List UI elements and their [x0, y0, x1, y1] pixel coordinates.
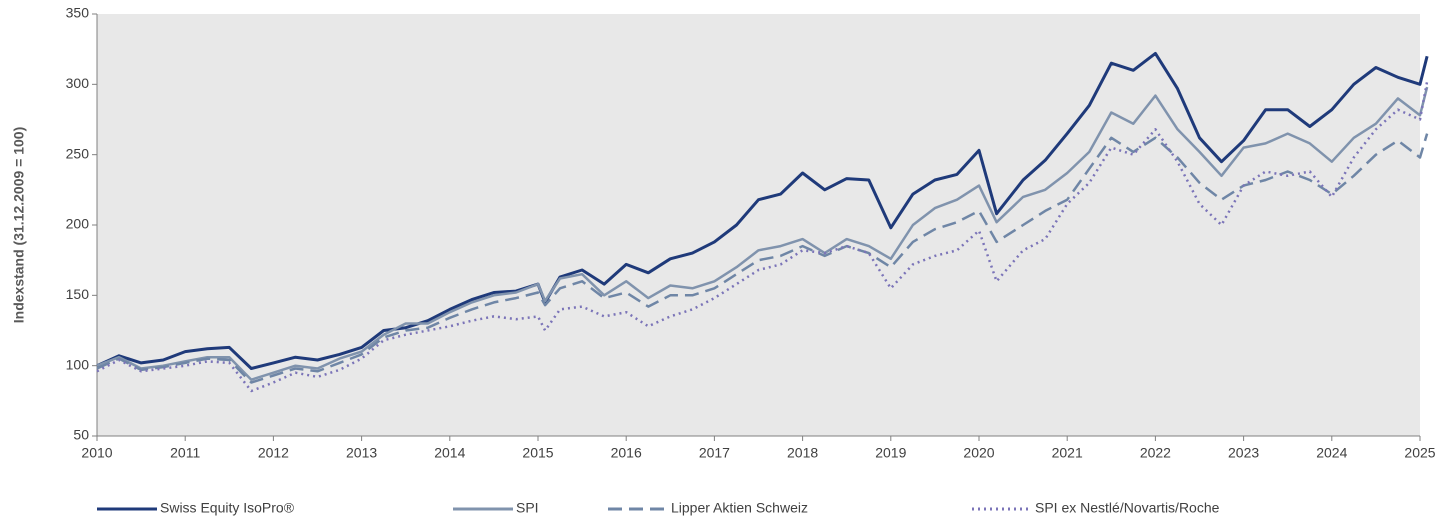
y-tick-label: 150	[66, 286, 90, 302]
x-tick-label: 2014	[434, 445, 465, 461]
legend-label: SPI	[516, 500, 539, 516]
y-tick-label: 50	[73, 427, 89, 443]
series-line	[96, 51, 1429, 370]
series-line	[96, 133, 1429, 384]
x-tick-label: 2015	[522, 445, 553, 461]
x-tick-label: 2020	[963, 445, 994, 461]
x-tick-label: 2019	[875, 445, 906, 461]
y-axis-label: Indexstand (31.12.2009 = 100)	[11, 127, 27, 324]
x-tick-label: 2016	[611, 445, 642, 461]
x-tick-label: 2011	[170, 445, 200, 461]
x-tick-label: 2021	[1052, 445, 1083, 461]
x-tick-label: 2023	[1228, 445, 1259, 461]
y-tick-label: 250	[66, 145, 90, 161]
y-tick-label: 300	[66, 75, 90, 91]
legend-label: Lipper Aktien Schweiz	[671, 500, 808, 516]
legend-label: SPI ex Nestlé/Novartis/Roche	[1035, 500, 1220, 516]
y-tick-label: 350	[66, 5, 90, 21]
x-tick-label: 2018	[787, 445, 818, 461]
x-tick-label: 2024	[1316, 445, 1347, 461]
x-tick-label: 2017	[699, 445, 730, 461]
x-tick-label: 2013	[346, 445, 377, 461]
legend-label: Swiss Equity IsoPro®	[160, 500, 295, 516]
x-tick-label: 2022	[1140, 445, 1171, 461]
y-tick-label: 100	[66, 356, 90, 372]
series-line	[96, 81, 1429, 393]
x-tick-label: 2012	[258, 445, 289, 461]
x-tick-label: 2025	[1404, 445, 1435, 461]
y-tick-label: 200	[66, 216, 90, 232]
series-line	[96, 86, 1429, 381]
plot-area	[97, 14, 1420, 436]
x-tick-label: 2010	[81, 445, 112, 461]
